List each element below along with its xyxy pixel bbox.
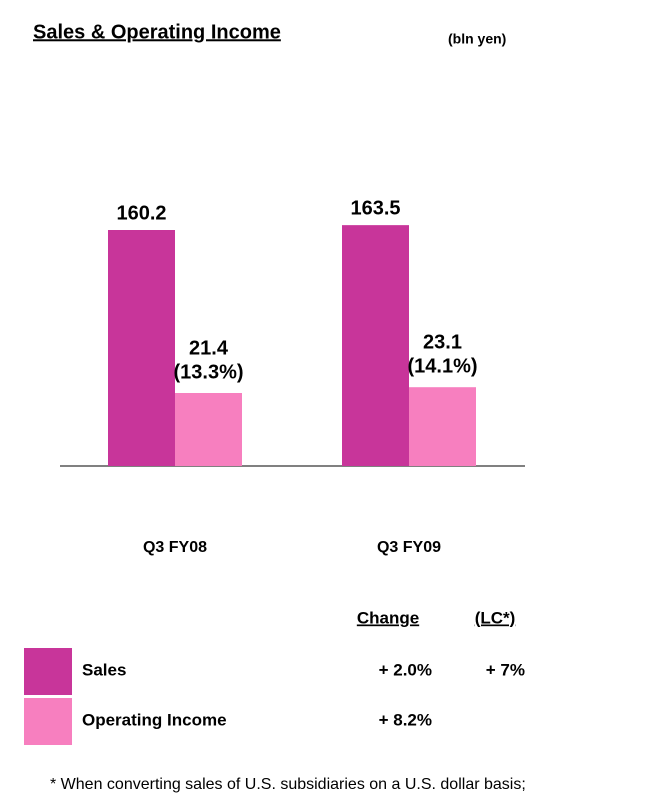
bar: [108, 230, 175, 466]
data-label: 163.5: [350, 197, 400, 219]
table-cell: + 7%: [486, 660, 525, 679]
footnote: * When converting sales of U.S. subsidia…: [50, 776, 526, 793]
legend-swatch: [24, 648, 72, 695]
legend-swatch: [24, 698, 72, 745]
data-label: 21.4: [189, 337, 229, 359]
table-header: Change: [357, 608, 419, 627]
unit-note: (bln yen): [448, 31, 506, 47]
bar: [342, 225, 409, 466]
bar: [409, 387, 476, 466]
x-tick-label: Q3 FY08: [143, 539, 207, 556]
table-cell: + 8.2%: [379, 710, 432, 729]
legend-label: Sales: [82, 660, 126, 679]
data-label: 160.2: [116, 202, 166, 224]
chart-title: Sales & Operating Income: [33, 21, 281, 43]
data-label: 23.1: [423, 331, 462, 353]
table-cell: + 2.0%: [379, 660, 432, 679]
margin-label: (13.3%): [173, 361, 243, 383]
margin-label: (14.1%): [407, 355, 477, 377]
legend-label: Operating Income: [82, 710, 227, 729]
table-header: (LC*): [475, 608, 516, 627]
bar: [175, 393, 242, 466]
x-tick-label: Q3 FY09: [377, 539, 441, 556]
